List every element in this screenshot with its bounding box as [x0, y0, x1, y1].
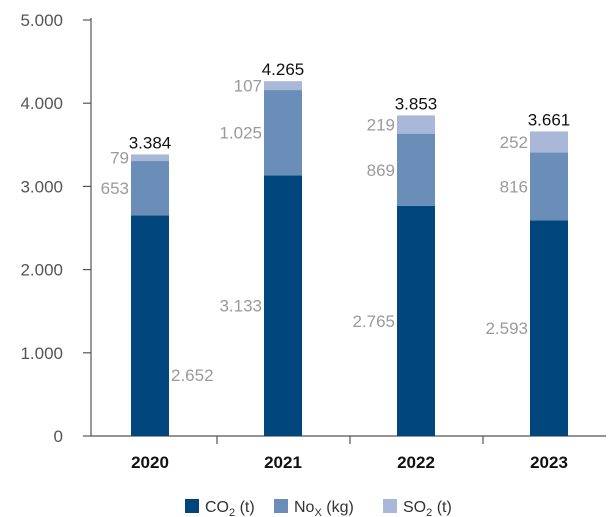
- data-label: 816: [500, 177, 528, 196]
- data-label: 2.652: [171, 366, 214, 385]
- bars: [131, 81, 568, 436]
- x-tick-label: 2021: [264, 453, 302, 472]
- y-tick-label: 3.000: [20, 177, 63, 196]
- data-label: 252: [500, 133, 528, 152]
- bar-segment-co2: [264, 175, 302, 436]
- data-label: 653: [101, 179, 129, 198]
- y-tick-label: 0: [54, 427, 63, 446]
- data-label: 2.765: [352, 312, 395, 331]
- legend-swatch: [274, 499, 288, 513]
- legend-label: SO2 (t): [403, 499, 452, 517]
- data-label: 3.133: [219, 297, 262, 316]
- bar-segment-nox: [264, 90, 302, 176]
- legend-label: NoX (kg): [294, 499, 354, 517]
- total-label: 3.853: [395, 94, 438, 113]
- data-label: 79: [110, 149, 129, 168]
- data-label: 869: [367, 161, 395, 180]
- data-label: 219: [367, 116, 395, 135]
- bar-segment-nox: [397, 133, 435, 206]
- x-axis: 2020 2021 2022 2023: [91, 435, 606, 472]
- bar-segment-co2: [131, 215, 169, 436]
- x-tick-label: 2022: [397, 453, 435, 472]
- y-tick-label: 5.000: [20, 11, 63, 30]
- x-tick-label: 2023: [530, 453, 568, 472]
- bar-segment-so2: [131, 154, 169, 162]
- legend-swatch: [383, 499, 397, 513]
- legend-swatch: [185, 499, 199, 513]
- bar-segment-co2: [530, 220, 568, 436]
- bar-segment-co2: [397, 205, 435, 436]
- y-axis: 0 1.000 2.000 3.000 4.000 5.000: [20, 11, 92, 446]
- data-label: 1.025: [219, 124, 262, 143]
- bar-segment-so2: [530, 131, 568, 153]
- bar-segment-nox: [530, 152, 568, 221]
- total-label: 4.265: [262, 60, 305, 79]
- y-tick-label: 1.000: [20, 344, 63, 363]
- y-tick-label: 2.000: [20, 261, 63, 280]
- total-label: 3.384: [129, 133, 172, 152]
- data-label: 2.593: [485, 319, 528, 338]
- data-label: 107: [234, 77, 262, 96]
- bar-segment-so2: [397, 115, 435, 134]
- bar-segment-nox: [131, 161, 169, 216]
- legend-item: NoX (kg): [274, 499, 354, 517]
- x-tick-label: 2020: [131, 453, 169, 472]
- total-label: 3.661: [528, 110, 571, 129]
- bar-segment-so2: [264, 81, 302, 91]
- legend-item: SO2 (t): [383, 499, 452, 517]
- legend: CO2 (t) NoX (kg) SO2 (t): [185, 499, 452, 517]
- legend-item: CO2 (t): [185, 499, 255, 517]
- legend-label: CO2 (t): [205, 499, 255, 517]
- y-tick-label: 4.000: [20, 94, 63, 113]
